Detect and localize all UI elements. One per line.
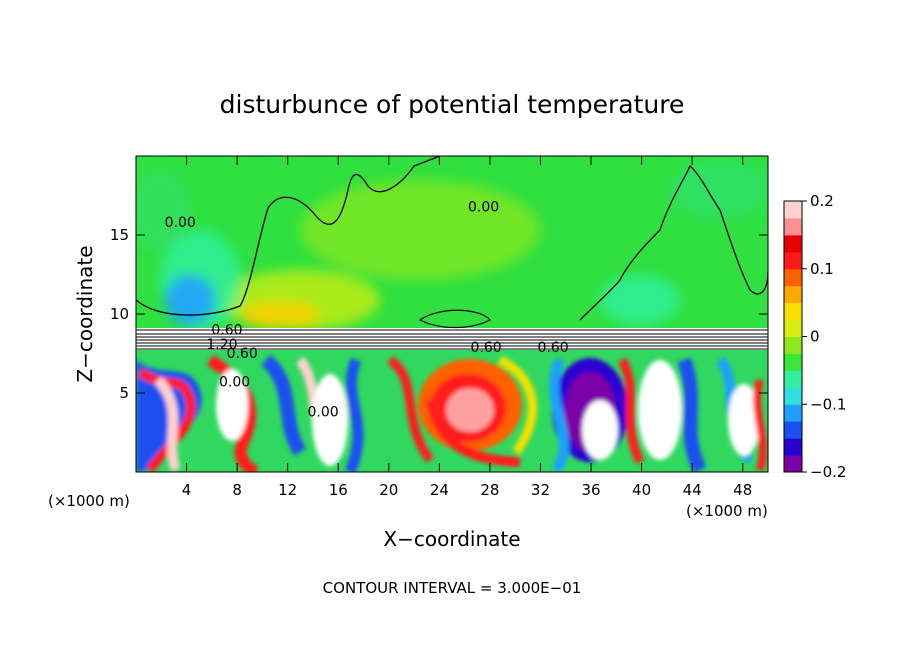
- colorbar-tick-label: 0: [810, 328, 820, 346]
- y-axis-label: Z−coordinate: [73, 245, 97, 382]
- x-tick-label: 8: [232, 481, 242, 499]
- x-tick-label: 16: [329, 481, 348, 499]
- colorbar-swatch: [784, 268, 802, 287]
- colorbar-swatch: [784, 336, 802, 354]
- contour-label: 0.60: [227, 346, 258, 362]
- colorbar-swatch: [784, 319, 802, 337]
- contour-label: 0.60: [471, 340, 502, 356]
- x-tick-label: 4: [182, 481, 192, 499]
- colorbar-swatch: [784, 302, 802, 321]
- colorbar-tick-label: −0.1: [810, 395, 846, 413]
- colorbar-swatch: [784, 353, 802, 371]
- upper-field-texture: [136, 160, 768, 330]
- colorbar-swatch: [784, 234, 802, 253]
- x-tick-label: 24: [430, 481, 449, 499]
- contour-label: 0.60: [538, 340, 569, 356]
- chart-title: disturbunce of potential temperature: [220, 90, 685, 119]
- x-axis-label: X−coordinate: [383, 527, 520, 551]
- y-tick-label: 10: [110, 305, 129, 323]
- x-tick-label: 40: [632, 481, 651, 499]
- contour-band-lines: [136, 329, 768, 350]
- contour-label: 0.00: [307, 405, 338, 421]
- colorbar-swatch: [784, 285, 802, 304]
- colorbar-swatch: [784, 217, 802, 236]
- lower-field-texture: [136, 354, 767, 472]
- contour-small-loop: [418, 309, 491, 329]
- contour-label: 0.00: [468, 199, 499, 215]
- zero-contour-upper: [136, 156, 441, 316]
- x-tick-label: 48: [733, 481, 752, 499]
- contour-labels: 0.000.000.601.200.60 0.60 0.600.000.00: [165, 199, 569, 420]
- x-tick-label: 20: [379, 481, 398, 499]
- y-axis: 5 10 15: [110, 226, 768, 402]
- x-tick-label: 28: [480, 481, 499, 499]
- colorbar-swatch: [784, 404, 802, 422]
- colorbar-ticks: −0.2 −0.1 0 0.1 0.2: [802, 192, 846, 481]
- x-tick-label: 44: [683, 481, 702, 499]
- colorbar-tick-label: 0.1: [810, 260, 834, 278]
- contour-label: 0.00: [219, 375, 250, 391]
- colorbar-swatch: [784, 421, 802, 439]
- colorbar-tick-label: 0.2: [810, 192, 834, 210]
- colorbar-swatch: [784, 438, 802, 456]
- colorbar: [784, 201, 802, 473]
- heatmap-field: [136, 156, 768, 472]
- y-tick-label: 15: [110, 226, 129, 244]
- colorbar-swatch: [784, 370, 802, 388]
- zero-contour-upper-right: [579, 164, 768, 321]
- x-unit-label-left: (×1000 m): [48, 492, 130, 510]
- contour-label: 1.20: [206, 337, 237, 353]
- colorbar-swatch: [784, 251, 802, 270]
- colorbar-swatch: [784, 201, 802, 219]
- x-tick-label: 36: [581, 481, 600, 499]
- x-axis: 4 8 12 16 20 24 28 32 36 40 44 48: [182, 156, 752, 499]
- x-unit-label-right: (×1000 m): [686, 502, 768, 520]
- contour-interval-note: CONTOUR INTERVAL = 3.000E−01: [323, 579, 582, 597]
- colorbar-swatch: [784, 455, 802, 473]
- x-tick-label: 32: [531, 481, 550, 499]
- colorbar-tick-label: −0.2: [810, 463, 846, 481]
- contour-label: 0.60: [211, 323, 242, 339]
- x-tick-label: 12: [278, 481, 297, 499]
- contour-label: 0.00: [165, 215, 196, 231]
- colorbar-swatch: [784, 387, 802, 405]
- y-tick-label: 5: [119, 384, 129, 402]
